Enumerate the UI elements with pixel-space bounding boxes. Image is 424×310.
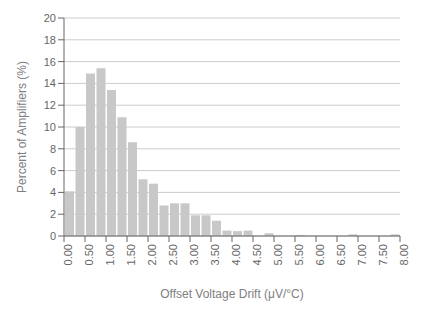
- svg-text:5.50: 5.50: [293, 244, 305, 265]
- svg-text:7.00: 7.00: [356, 244, 368, 265]
- svg-text:3.00: 3.00: [188, 244, 200, 265]
- svg-text:18: 18: [44, 34, 56, 46]
- svg-text:6.00: 6.00: [314, 244, 326, 265]
- svg-text:2: 2: [50, 208, 56, 220]
- svg-text:5.00: 5.00: [272, 244, 284, 265]
- svg-text:Offset Voltage Drift (μV/°C): Offset Voltage Drift (μV/°C): [160, 287, 304, 301]
- svg-text:12: 12: [44, 99, 56, 111]
- svg-text:0.00: 0.00: [62, 244, 74, 265]
- svg-text:4.50: 4.50: [251, 244, 263, 265]
- svg-text:3.50: 3.50: [209, 244, 221, 265]
- svg-text:6: 6: [50, 165, 56, 177]
- svg-text:14: 14: [44, 77, 56, 89]
- svg-text:1.50: 1.50: [125, 244, 137, 265]
- svg-text:8: 8: [50, 143, 56, 155]
- svg-text:8.00: 8.00: [398, 244, 410, 265]
- svg-text:2.50: 2.50: [167, 244, 179, 265]
- svg-text:0: 0: [50, 230, 56, 242]
- svg-text:6.50: 6.50: [335, 244, 347, 265]
- svg-text:4.00: 4.00: [230, 244, 242, 265]
- svg-text:2.00: 2.00: [146, 244, 158, 265]
- svg-text:0.50: 0.50: [83, 244, 95, 265]
- svg-text:10: 10: [44, 121, 56, 133]
- svg-text:20: 20: [44, 12, 56, 24]
- svg-text:4: 4: [50, 186, 56, 198]
- svg-text:7.50: 7.50: [377, 244, 389, 265]
- svg-text:Percent of Amplifiers (%): Percent of Amplifiers (%): [15, 61, 29, 193]
- svg-text:1.00: 1.00: [104, 244, 116, 265]
- svg-text:16: 16: [44, 56, 56, 68]
